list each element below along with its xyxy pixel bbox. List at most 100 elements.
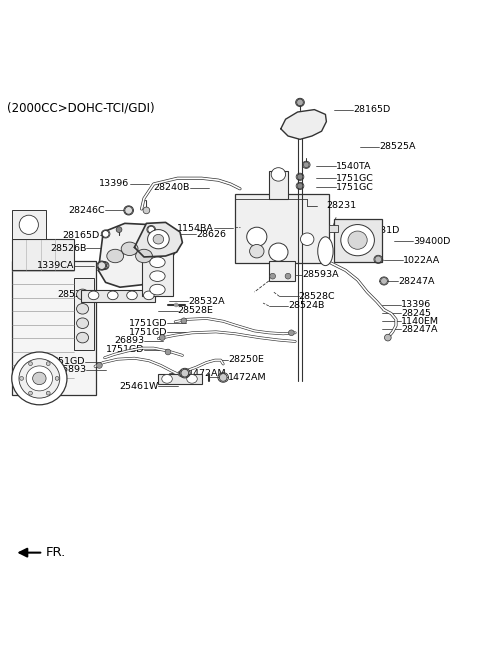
Text: 28250E: 28250E bbox=[228, 355, 264, 364]
Text: 1154BA: 1154BA bbox=[177, 224, 214, 233]
Circle shape bbox=[219, 374, 227, 381]
Circle shape bbox=[101, 262, 108, 269]
Bar bbox=[329, 225, 338, 232]
Circle shape bbox=[381, 277, 387, 284]
Ellipse shape bbox=[348, 231, 367, 249]
Text: 28528C: 28528C bbox=[299, 292, 335, 301]
Circle shape bbox=[270, 274, 276, 279]
Circle shape bbox=[125, 207, 132, 215]
Text: 28246C: 28246C bbox=[68, 206, 105, 215]
Circle shape bbox=[159, 335, 165, 340]
Circle shape bbox=[375, 256, 382, 262]
Text: (2000CC>DOHC-TCI/GDI): (2000CC>DOHC-TCI/GDI) bbox=[7, 102, 155, 114]
Ellipse shape bbox=[121, 242, 138, 256]
Ellipse shape bbox=[150, 257, 165, 268]
Circle shape bbox=[102, 230, 109, 237]
Ellipse shape bbox=[153, 234, 164, 244]
Circle shape bbox=[178, 371, 184, 377]
Ellipse shape bbox=[76, 304, 88, 314]
Circle shape bbox=[165, 349, 171, 355]
Ellipse shape bbox=[250, 245, 264, 258]
Text: 28231D: 28231D bbox=[362, 226, 400, 235]
Polygon shape bbox=[134, 222, 182, 257]
Circle shape bbox=[55, 377, 59, 380]
Ellipse shape bbox=[76, 289, 88, 300]
Bar bbox=[269, 261, 295, 281]
Ellipse shape bbox=[12, 352, 67, 405]
Ellipse shape bbox=[19, 359, 60, 398]
Text: 1751GD: 1751GD bbox=[47, 357, 85, 366]
Ellipse shape bbox=[76, 318, 88, 329]
Text: 1751GD: 1751GD bbox=[129, 319, 167, 328]
Ellipse shape bbox=[150, 271, 165, 281]
Ellipse shape bbox=[318, 237, 333, 266]
Bar bbox=[81, 289, 155, 302]
Polygon shape bbox=[281, 110, 326, 139]
Text: 28526B: 28526B bbox=[50, 244, 86, 253]
Text: 28247A: 28247A bbox=[401, 325, 437, 334]
Ellipse shape bbox=[247, 227, 267, 247]
Text: 1339CA: 1339CA bbox=[37, 261, 74, 270]
Circle shape bbox=[148, 226, 155, 233]
Text: 1540TA: 1540TA bbox=[336, 162, 372, 171]
Circle shape bbox=[181, 318, 187, 323]
Ellipse shape bbox=[341, 224, 374, 256]
Circle shape bbox=[181, 369, 189, 377]
Circle shape bbox=[297, 183, 303, 189]
Circle shape bbox=[28, 391, 32, 395]
Text: 28245: 28245 bbox=[401, 308, 431, 318]
Bar bbox=[142, 253, 173, 296]
Bar bbox=[12, 261, 96, 395]
Text: 26893: 26893 bbox=[56, 365, 86, 375]
Text: 28165D: 28165D bbox=[353, 105, 390, 114]
Text: 26893: 26893 bbox=[114, 337, 144, 346]
Text: 1751GD: 1751GD bbox=[106, 345, 144, 354]
Ellipse shape bbox=[26, 366, 53, 391]
Text: 28247A: 28247A bbox=[398, 277, 435, 286]
Text: 28593A: 28593A bbox=[302, 270, 339, 279]
Circle shape bbox=[297, 174, 303, 180]
Text: 28528E: 28528E bbox=[178, 306, 214, 316]
Bar bbox=[334, 218, 382, 262]
Bar bbox=[235, 194, 329, 263]
Ellipse shape bbox=[76, 333, 88, 343]
Bar bbox=[74, 277, 94, 350]
Text: 39400D: 39400D bbox=[413, 237, 450, 245]
Ellipse shape bbox=[271, 168, 286, 181]
Ellipse shape bbox=[269, 243, 288, 261]
Text: 28532A: 28532A bbox=[188, 297, 225, 306]
Text: 1751GC: 1751GC bbox=[336, 183, 374, 192]
Text: 28231: 28231 bbox=[326, 201, 357, 210]
Bar bbox=[12, 239, 74, 270]
Circle shape bbox=[46, 361, 50, 365]
Text: 28240B: 28240B bbox=[153, 183, 190, 192]
Circle shape bbox=[303, 162, 309, 168]
Bar bbox=[12, 211, 46, 239]
Text: 1140EM: 1140EM bbox=[401, 317, 439, 326]
Circle shape bbox=[285, 274, 291, 279]
Circle shape bbox=[96, 363, 102, 368]
Circle shape bbox=[98, 262, 106, 270]
Text: 13396: 13396 bbox=[401, 300, 431, 310]
Ellipse shape bbox=[135, 249, 153, 262]
Circle shape bbox=[143, 207, 150, 214]
Circle shape bbox=[288, 330, 294, 336]
Circle shape bbox=[29, 361, 33, 365]
Ellipse shape bbox=[107, 249, 124, 262]
Text: 13396: 13396 bbox=[99, 180, 130, 188]
Ellipse shape bbox=[144, 291, 154, 300]
Ellipse shape bbox=[300, 233, 314, 245]
Ellipse shape bbox=[187, 375, 197, 383]
Text: 28521A: 28521A bbox=[57, 290, 94, 299]
Ellipse shape bbox=[33, 372, 46, 384]
Ellipse shape bbox=[19, 215, 38, 234]
Text: 1472AM: 1472AM bbox=[188, 369, 227, 378]
Ellipse shape bbox=[108, 291, 118, 300]
Bar bbox=[269, 171, 288, 199]
Text: 28626: 28626 bbox=[196, 230, 226, 239]
Bar bbox=[158, 374, 202, 384]
Text: 1751GD: 1751GD bbox=[129, 328, 167, 337]
Ellipse shape bbox=[88, 291, 99, 300]
Polygon shape bbox=[98, 223, 180, 287]
Ellipse shape bbox=[148, 230, 169, 249]
